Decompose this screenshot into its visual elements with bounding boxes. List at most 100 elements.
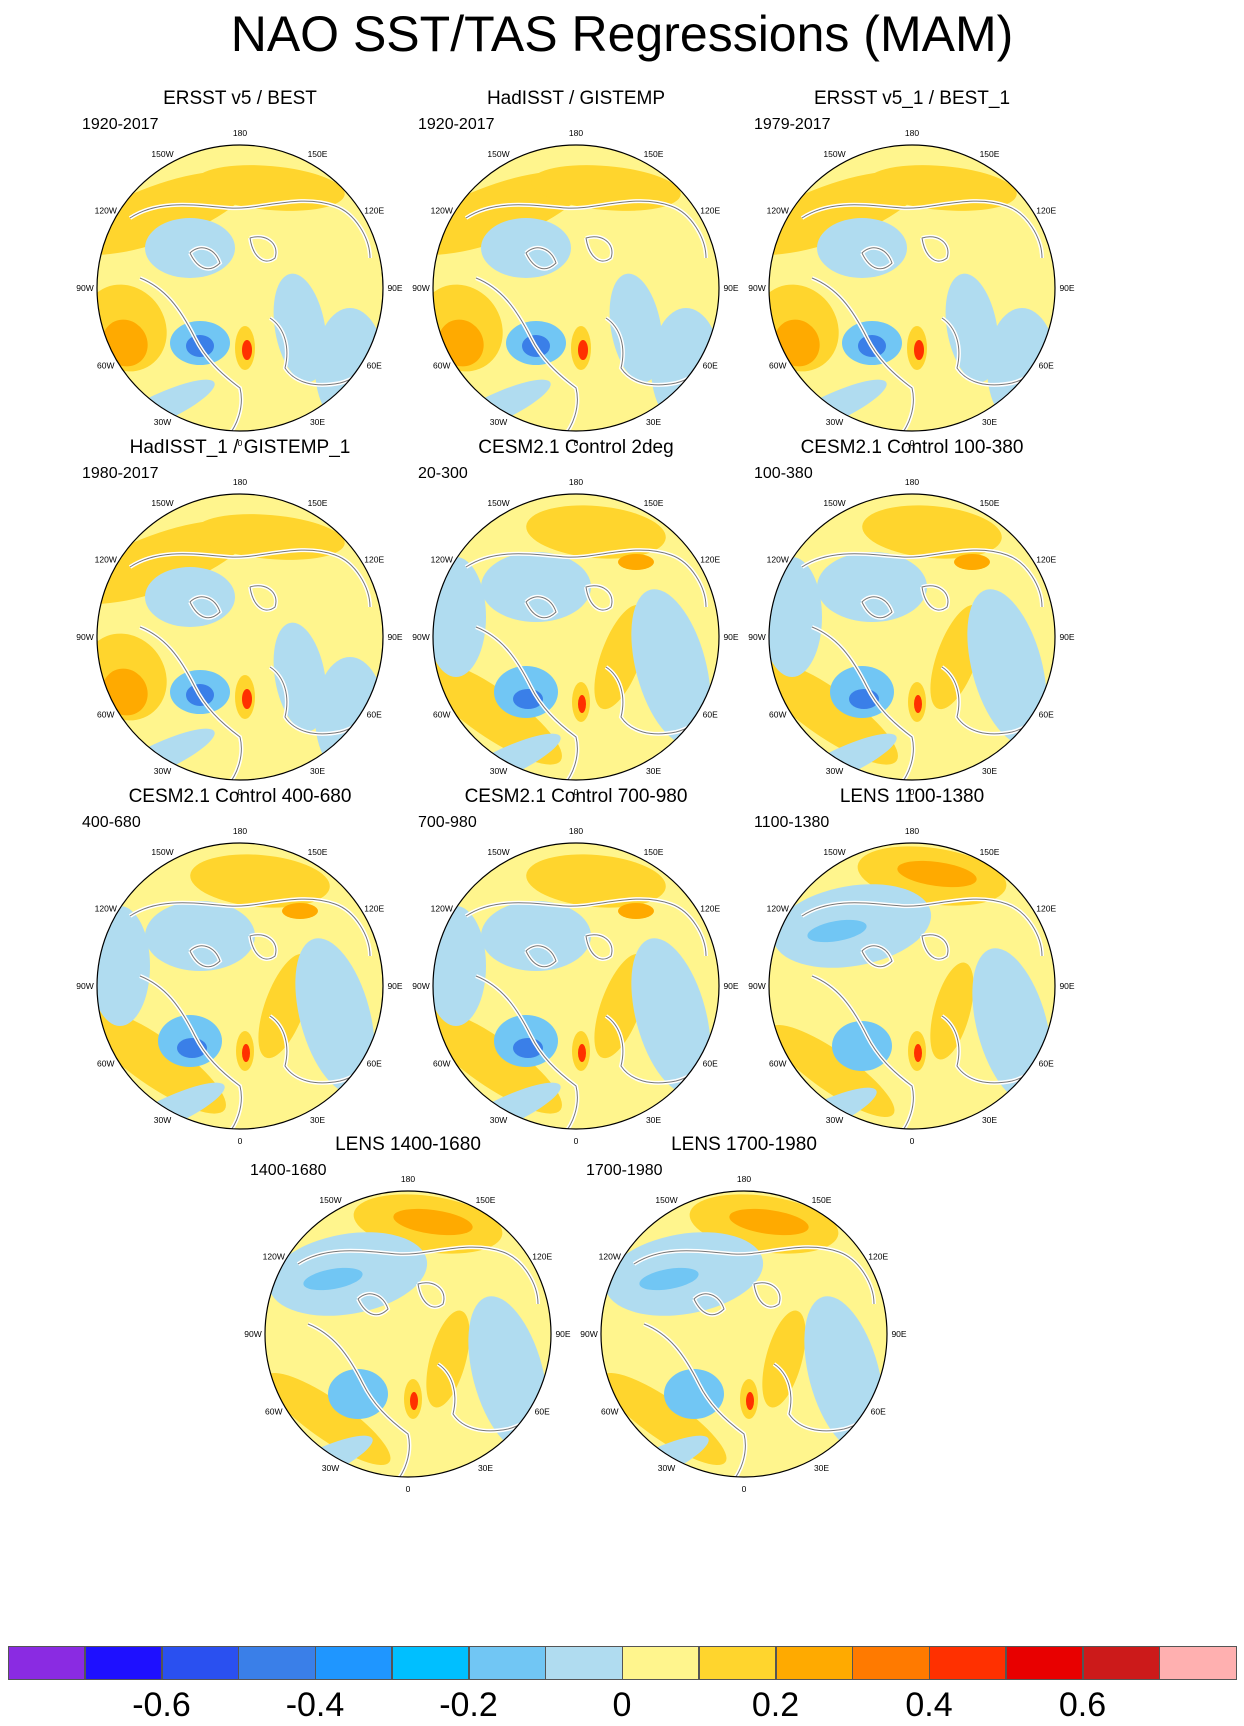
field-contour — [807, 919, 867, 943]
polar-stereographic-map: 180 150E 120E 90E 60E 30E 0 30W 60W 90W 120W 150W — [76, 128, 403, 448]
field-shading — [97, 165, 383, 431]
longitude-label: 0 — [406, 1484, 411, 1494]
colorbar-swatch — [852, 1646, 930, 1680]
colorbar-label: 0.4 — [905, 1686, 953, 1724]
panel-title: ERSST v5 / BEST — [163, 88, 317, 109]
longitude-label: 60W — [433, 710, 450, 720]
panel-title: CESM2.1 Control 700-980 — [464, 786, 688, 807]
longitude-label: 120E — [364, 206, 384, 216]
field-contour — [526, 505, 666, 559]
field-contour — [914, 1044, 922, 1062]
coastline — [525, 247, 557, 270]
field-contour — [954, 554, 990, 570]
polar-stereographic-map: 180 150E 120E 90E 60E 30E 0 30W 60W 90W 120W 150W — [412, 826, 739, 1146]
coastline — [465, 549, 707, 608]
longitude-label: 150E — [308, 498, 328, 508]
map-border — [432, 144, 720, 432]
field-contour — [242, 340, 252, 360]
longitude-label: 150E — [980, 149, 1000, 159]
colorbar-swatch — [698, 1646, 776, 1680]
field-contour — [618, 554, 654, 570]
coastline — [525, 945, 557, 968]
longitude-label: 60E — [367, 710, 382, 720]
longitude-label: 30W — [826, 417, 843, 427]
longitude-label: 90E — [723, 632, 738, 642]
colorbar-swatch — [391, 1646, 469, 1680]
longitude-label: 120W — [767, 904, 789, 914]
coastline — [139, 975, 242, 1129]
coastline — [921, 585, 949, 611]
longitude-label: 30E — [982, 417, 997, 427]
coastline — [357, 1293, 389, 1316]
panel-title: CESM2.1 Control 2deg — [478, 437, 674, 458]
longitude-label: 30E — [646, 766, 661, 776]
longitude-label: 90W — [412, 283, 429, 293]
field-contour — [578, 340, 588, 360]
longitude-label: 120W — [263, 1252, 285, 1262]
coastline — [129, 200, 371, 259]
field-contour — [526, 854, 666, 908]
longitude-label: 180 — [905, 477, 919, 487]
field-contour — [618, 903, 654, 919]
coastline — [861, 596, 893, 619]
longitude-label: 90W — [244, 1329, 261, 1339]
field-contour — [631, 589, 711, 745]
colorbar-swatch — [545, 1646, 623, 1680]
field-contour — [639, 1267, 699, 1291]
longitude-label: 30E — [646, 1115, 661, 1125]
longitude-label: 180 — [737, 1174, 751, 1184]
longitude-label: 150W — [487, 847, 509, 857]
longitude-label: 30E — [310, 1115, 325, 1125]
coastline — [249, 236, 277, 262]
map-panel: CESM2.1 Control 100-380 100-380 180 150E 1… — [742, 437, 1082, 797]
longitude-label: 150E — [980, 498, 1000, 508]
longitude-label: 0 — [574, 438, 579, 448]
longitude-label: 60W — [769, 361, 786, 371]
field-contour — [762, 1310, 806, 1408]
longitude-label: 120W — [95, 904, 117, 914]
longitude-label: 150E — [812, 1195, 832, 1205]
panel-period: 1920-2017 — [418, 116, 495, 133]
field-contour — [930, 962, 974, 1060]
coastline — [475, 975, 578, 1129]
longitude-label: 90W — [76, 283, 93, 293]
coastline — [585, 585, 613, 611]
longitude-label: 150E — [644, 498, 664, 508]
longitude-label: 60E — [703, 1059, 718, 1069]
panel-title: CESM2.1 Control 100-380 — [800, 437, 1024, 458]
polar-stereographic-map: 180 150E 120E 90E 60E 30E 0 30W 60W 90W 120W 150W — [748, 826, 1075, 1146]
coastline — [249, 934, 277, 960]
longitude-label: 150W — [487, 498, 509, 508]
map-border — [768, 144, 1056, 432]
map-panel: CESM2.1 Control 700-980 700-980 180 150E 1… — [406, 786, 746, 1146]
longitude-label: 30E — [982, 766, 997, 776]
coastline — [139, 626, 242, 780]
panel-title: LENS 1100-1380 — [839, 786, 985, 807]
coastline — [307, 1323, 410, 1477]
coastline — [801, 200, 1043, 259]
longitude-label: 90W — [76, 981, 93, 991]
longitude-label: 0 — [910, 1136, 915, 1146]
colorbar-swatch — [315, 1646, 393, 1680]
longitude-label: 30W — [490, 766, 507, 776]
colorbar-label: 0.6 — [1058, 1686, 1107, 1724]
colorbar-swatch — [1005, 1646, 1083, 1680]
coastline — [465, 898, 707, 957]
colorbar-swatch — [775, 1646, 853, 1680]
panel-period: 1979-2017 — [754, 116, 831, 133]
map-panel: ERSST v5 / BEST 1920-2017 180 150E 120E 90E… — [70, 88, 410, 448]
field-contour — [295, 938, 375, 1094]
longitude-label: 60W — [97, 710, 114, 720]
coastline — [811, 626, 914, 780]
colorbar-swatch — [161, 1646, 239, 1680]
polar-stereographic-map: 180 150E 120E 90E 60E 30E 0 30W 60W 90W 120W 150W — [244, 1174, 571, 1494]
panel-period: 1980-2017 — [82, 465, 159, 482]
panel-period: 1400-1680 — [250, 1162, 327, 1179]
polar-stereographic-map: 180 150E 120E 90E 60E 30E 0 30W 60W 90W 120W 150W — [76, 477, 403, 797]
longitude-label: 30E — [310, 417, 325, 427]
longitude-label: 150W — [151, 847, 173, 857]
map-border — [264, 1190, 552, 1478]
colorbar-label: -0.6 — [132, 1686, 191, 1724]
map-panel: ERSST v5_1 / BEST_1 1979-2017 180 150E 120… — [742, 88, 1082, 448]
coastline — [811, 277, 914, 431]
